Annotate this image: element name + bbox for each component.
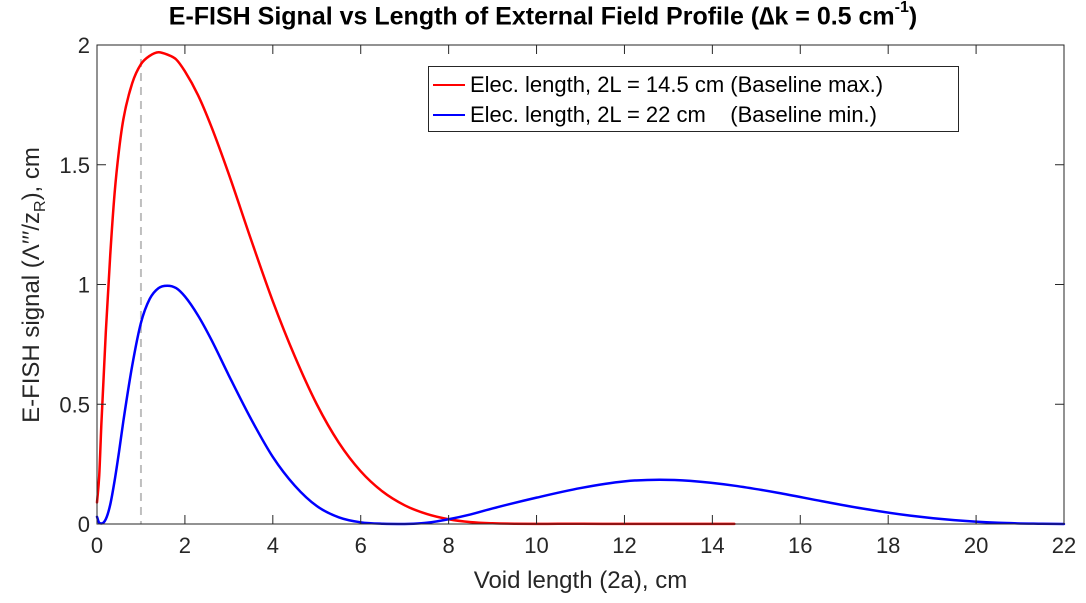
x-tick-label: 18 (876, 533, 900, 558)
legend-swatch-blue (433, 114, 465, 116)
x-tick-label: 10 (524, 533, 548, 558)
x-tick-label: 8 (443, 533, 455, 558)
legend-label-red: Elec. length, 2L = 14.5 cm (Baseline max… (470, 72, 884, 97)
x-tick-label: 4 (267, 533, 279, 558)
x-tick-label: 16 (788, 533, 812, 558)
chart-title: E-FISH Signal vs Length of External Fiel… (168, 0, 918, 31)
y-tick-label: 1 (78, 273, 90, 298)
legend-item-blue: Elec. length, 2L = 22 cm (Baseline min.) (429, 100, 877, 130)
x-tick-label: 22 (1052, 533, 1076, 558)
legend: Elec. length, 2L = 14.5 cm (Baseline max… (428, 66, 959, 132)
y-axis-label: E-FISH signal (Λ′′′/zR), cm (18, 147, 49, 423)
x-tick-label: 2 (179, 533, 191, 558)
series-blue-line (95, 284, 1066, 526)
y-tick-label: 1.5 (59, 153, 90, 178)
x-tick-label: 6 (355, 533, 367, 558)
x-axis-label: Void length (2a), cm (473, 567, 688, 594)
legend-swatch-red (433, 84, 465, 86)
x-tick-label: 14 (700, 533, 724, 558)
ticks-layer: 0 2 4 6 8 10 12 14 16 18 20 22 0 0.5 1 1.5 2 (59, 33, 1076, 558)
y-tick-label: 0.5 (59, 392, 90, 417)
x-tick-label: 20 (964, 533, 988, 558)
x-tick-label: 12 (612, 533, 636, 558)
y-tick-label: 2 (78, 33, 90, 58)
legend-item-red: Elec. length, 2L = 14.5 cm (Baseline max… (429, 70, 883, 100)
axes-box (96, 44, 1065, 525)
legend-label-blue: Elec. length, 2L = 22 cm (Baseline min.) (470, 102, 877, 127)
x-tick-label: 0 (91, 533, 103, 558)
y-tick-label: 0 (78, 512, 90, 537)
